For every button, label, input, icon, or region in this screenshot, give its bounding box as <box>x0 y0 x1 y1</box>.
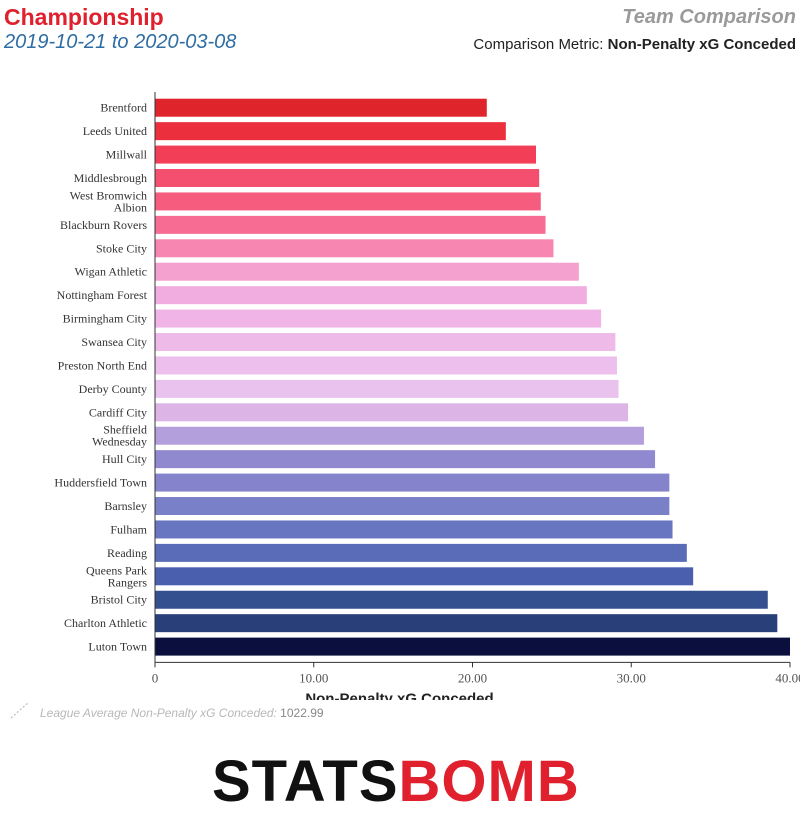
league-average-label: League Average Non-Penalty xG Conceded: <box>40 706 277 720</box>
bar-14 <box>155 426 644 445</box>
category-label-9: Birmingham City <box>63 312 147 326</box>
category-label-11: Preston North End <box>58 358 147 372</box>
league-average-line-icon <box>10 701 30 719</box>
bar-chart: Brentford Leeds United Millwall Middlesbrou… <box>54 92 800 700</box>
bar-22 <box>155 614 778 633</box>
metric-name: Non-Penalty xG Conceded <box>607 36 796 53</box>
logo-stats: STATS <box>212 749 399 814</box>
category-label-7: Wigan Athletic <box>75 265 148 279</box>
bar-3 <box>155 169 540 188</box>
category-label-15: Hull City <box>102 452 147 466</box>
bar-1 <box>155 122 506 141</box>
comparison-metric: Comparison Metric: Non-Penalty xG Conced… <box>473 36 796 53</box>
bar-23 <box>155 637 790 656</box>
category-label-1: Leeds United <box>83 124 147 138</box>
category-label-19: Reading <box>107 546 147 560</box>
bar-6 <box>155 239 554 258</box>
x-axis-title: Non-Penalty xG Conceded <box>305 690 493 700</box>
x-tick-label-2: 20.00 <box>458 670 487 685</box>
category-label-8: Nottingham Forest <box>57 288 148 302</box>
category-label-20-line2: Rangers <box>108 575 148 589</box>
category-label-4-line2: Albion <box>114 200 147 214</box>
bar-9 <box>155 309 602 328</box>
bar-11 <box>155 356 617 375</box>
category-label-17: Barnsley <box>104 499 147 513</box>
comparison-title: Team Comparison <box>622 6 796 28</box>
league-title: Championship <box>4 4 164 30</box>
category-label-21: Bristol City <box>91 593 147 607</box>
category-label-16: Huddersfield Town <box>54 476 147 490</box>
category-label-3: Middlesbrough <box>74 171 147 185</box>
bar-12 <box>155 379 619 398</box>
category-label-18: Fulham <box>110 522 147 536</box>
bar-21 <box>155 590 768 609</box>
statsbomb-logo[interactable]: STATSBOMB <box>212 748 580 815</box>
category-label-2: Millwall <box>106 148 148 162</box>
category-label-5: Blackburn Rovers <box>60 218 147 232</box>
category-label-14-line1: Sheffield <box>103 423 147 437</box>
bar-5 <box>155 215 546 234</box>
category-label-4-line1: West Bromwich <box>70 188 147 202</box>
bar-20 <box>155 567 694 586</box>
bar-2 <box>155 145 536 164</box>
logo-bomb: BOMB <box>398 749 580 814</box>
bar-17 <box>155 497 670 516</box>
category-label-22: Charlton Athletic <box>64 616 147 630</box>
category-label-0: Brentford <box>100 101 147 115</box>
date-range: 2019-10-21 to 2020-03-08 <box>4 31 237 53</box>
bar-16 <box>155 473 670 492</box>
bar-4 <box>155 192 541 211</box>
category-label-10: Swansea City <box>81 335 147 349</box>
category-label-12: Derby County <box>79 382 147 396</box>
category-label-20-line1: Queens Park <box>86 563 147 577</box>
category-label-6: Stoke City <box>96 241 147 255</box>
bar-19 <box>155 543 687 562</box>
x-tick-label-4: 40.00 <box>775 670 800 685</box>
x-tick-label-1: 10.00 <box>299 670 328 685</box>
bar-18 <box>155 520 673 539</box>
bar-15 <box>155 450 656 469</box>
league-average-value: 1022.99 <box>280 706 324 720</box>
bar-10 <box>155 333 616 352</box>
bar-7 <box>155 262 579 281</box>
category-label-13: Cardiff City <box>89 405 147 419</box>
bar-8 <box>155 286 587 305</box>
x-tick-label-0: 0 <box>152 670 159 685</box>
metric-prefix: Comparison Metric: <box>473 36 604 53</box>
league-average: League Average Non-Penalty xG Conceded: … <box>40 706 324 720</box>
bar-13 <box>155 403 629 422</box>
category-label-14-line2: Wednesday <box>92 435 147 449</box>
bar-0 <box>155 98 487 117</box>
category-label-23: Luton Town <box>88 640 147 654</box>
x-tick-label-3: 30.00 <box>617 670 646 685</box>
